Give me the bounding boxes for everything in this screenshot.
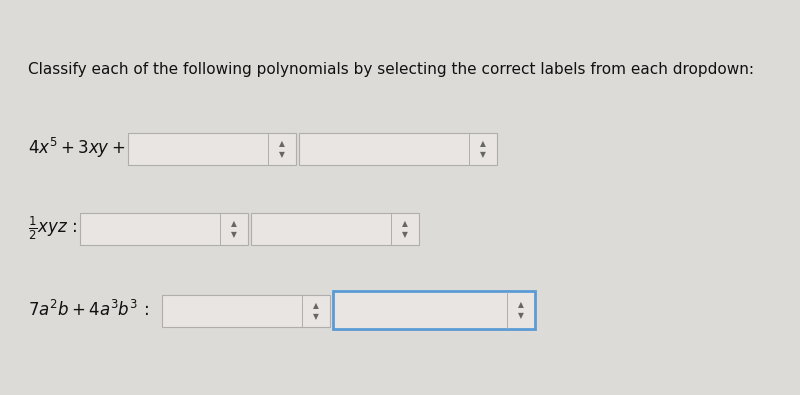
Text: ▲: ▲	[313, 301, 319, 310]
Text: ▼: ▼	[313, 312, 319, 322]
Text: ▲: ▲	[231, 220, 237, 228]
Text: $4x^5 + 3xy + z$ :: $4x^5 + 3xy + z$ :	[28, 136, 148, 160]
Text: ▼: ▼	[279, 150, 285, 160]
Bar	[80, 213, 248, 245]
Text: ▲: ▲	[279, 139, 285, 149]
Text: ▼: ▼	[480, 150, 486, 160]
Bar	[162, 295, 330, 327]
Text: ▼: ▼	[518, 312, 524, 320]
Text: ▲: ▲	[480, 139, 486, 149]
Text: ▲: ▲	[518, 301, 524, 310]
Text: ▼: ▼	[402, 231, 408, 239]
Text: Classify each of the following polynomials by selecting the correct labels from : Classify each of the following polynomia…	[28, 62, 754, 77]
Bar	[333, 291, 535, 329]
Text: ▲: ▲	[402, 220, 408, 228]
Text: $7a^2b + 4a^3b^3$ :: $7a^2b + 4a^3b^3$ :	[28, 300, 149, 320]
Bar	[251, 213, 419, 245]
Text: $\frac{1}{2}xyz$ :: $\frac{1}{2}xyz$ :	[28, 214, 77, 242]
Bar	[128, 133, 296, 165]
Bar	[299, 133, 497, 165]
Text: ▼: ▼	[231, 231, 237, 239]
